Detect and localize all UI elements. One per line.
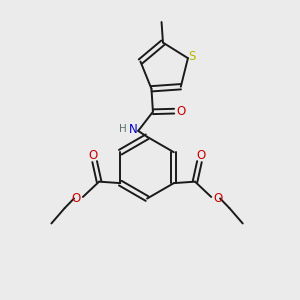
Text: S: S (188, 50, 195, 63)
Text: O: O (88, 149, 98, 162)
Text: H: H (119, 124, 127, 134)
Text: O: O (72, 192, 81, 205)
Text: O: O (176, 105, 185, 118)
Text: O: O (213, 192, 222, 205)
Text: N: N (128, 123, 137, 136)
Text: O: O (196, 149, 206, 162)
